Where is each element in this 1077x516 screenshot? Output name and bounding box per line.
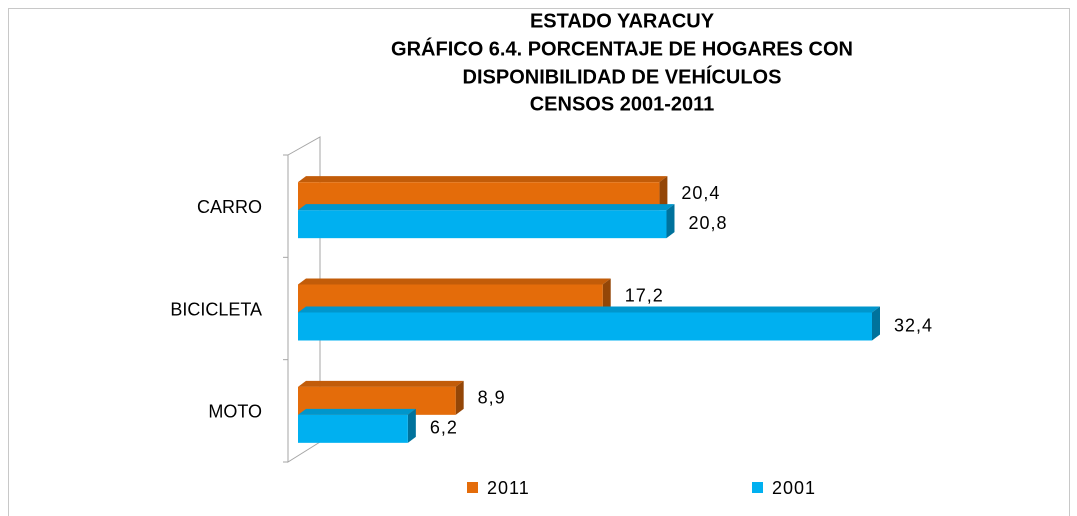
chart-title: ESTADO YARACUY [530,10,715,32]
legend-label: 2001 [772,478,816,498]
bar-top [298,380,464,387]
chart-title: DISPONIBILIDAD DE VEHÍCULOS [463,65,782,88]
bar-top [298,204,675,211]
bar-front [298,210,667,239]
y-tick-label: BICICLETA [170,299,262,319]
data-label: 6,2 [430,418,458,438]
bar-side [602,278,611,313]
data-label: 17,2 [625,285,664,305]
bar-side [455,380,464,415]
bar-side [407,408,416,443]
bar [298,204,675,239]
chart-title: GRÁFICO 6.4. PORCENTAJE DE HOGARES CON [391,37,853,60]
bar-top [298,306,880,313]
data-label: 8,9 [478,388,506,408]
data-label: 20,4 [681,183,720,203]
bar-top [298,176,668,183]
bar-front [298,312,872,341]
legend-label: 2011 [487,478,530,498]
chart-frame [8,8,1070,516]
bar-side [666,204,675,239]
bar-side [872,306,880,341]
data-label: 20,8 [688,213,727,233]
bar-top [298,408,416,415]
bar [298,306,880,341]
legend-swatch [752,482,763,493]
data-label: 32,4 [894,315,933,335]
y-tick-label: MOTO [208,402,262,422]
bar-front [298,414,408,443]
legend-swatch [467,482,478,493]
bar-top [298,278,611,285]
bar [298,408,416,443]
bar-side [659,176,668,211]
y-tick-label: CARRO [197,197,262,217]
chart-title: CENSOS 2001-2011 [530,93,715,115]
